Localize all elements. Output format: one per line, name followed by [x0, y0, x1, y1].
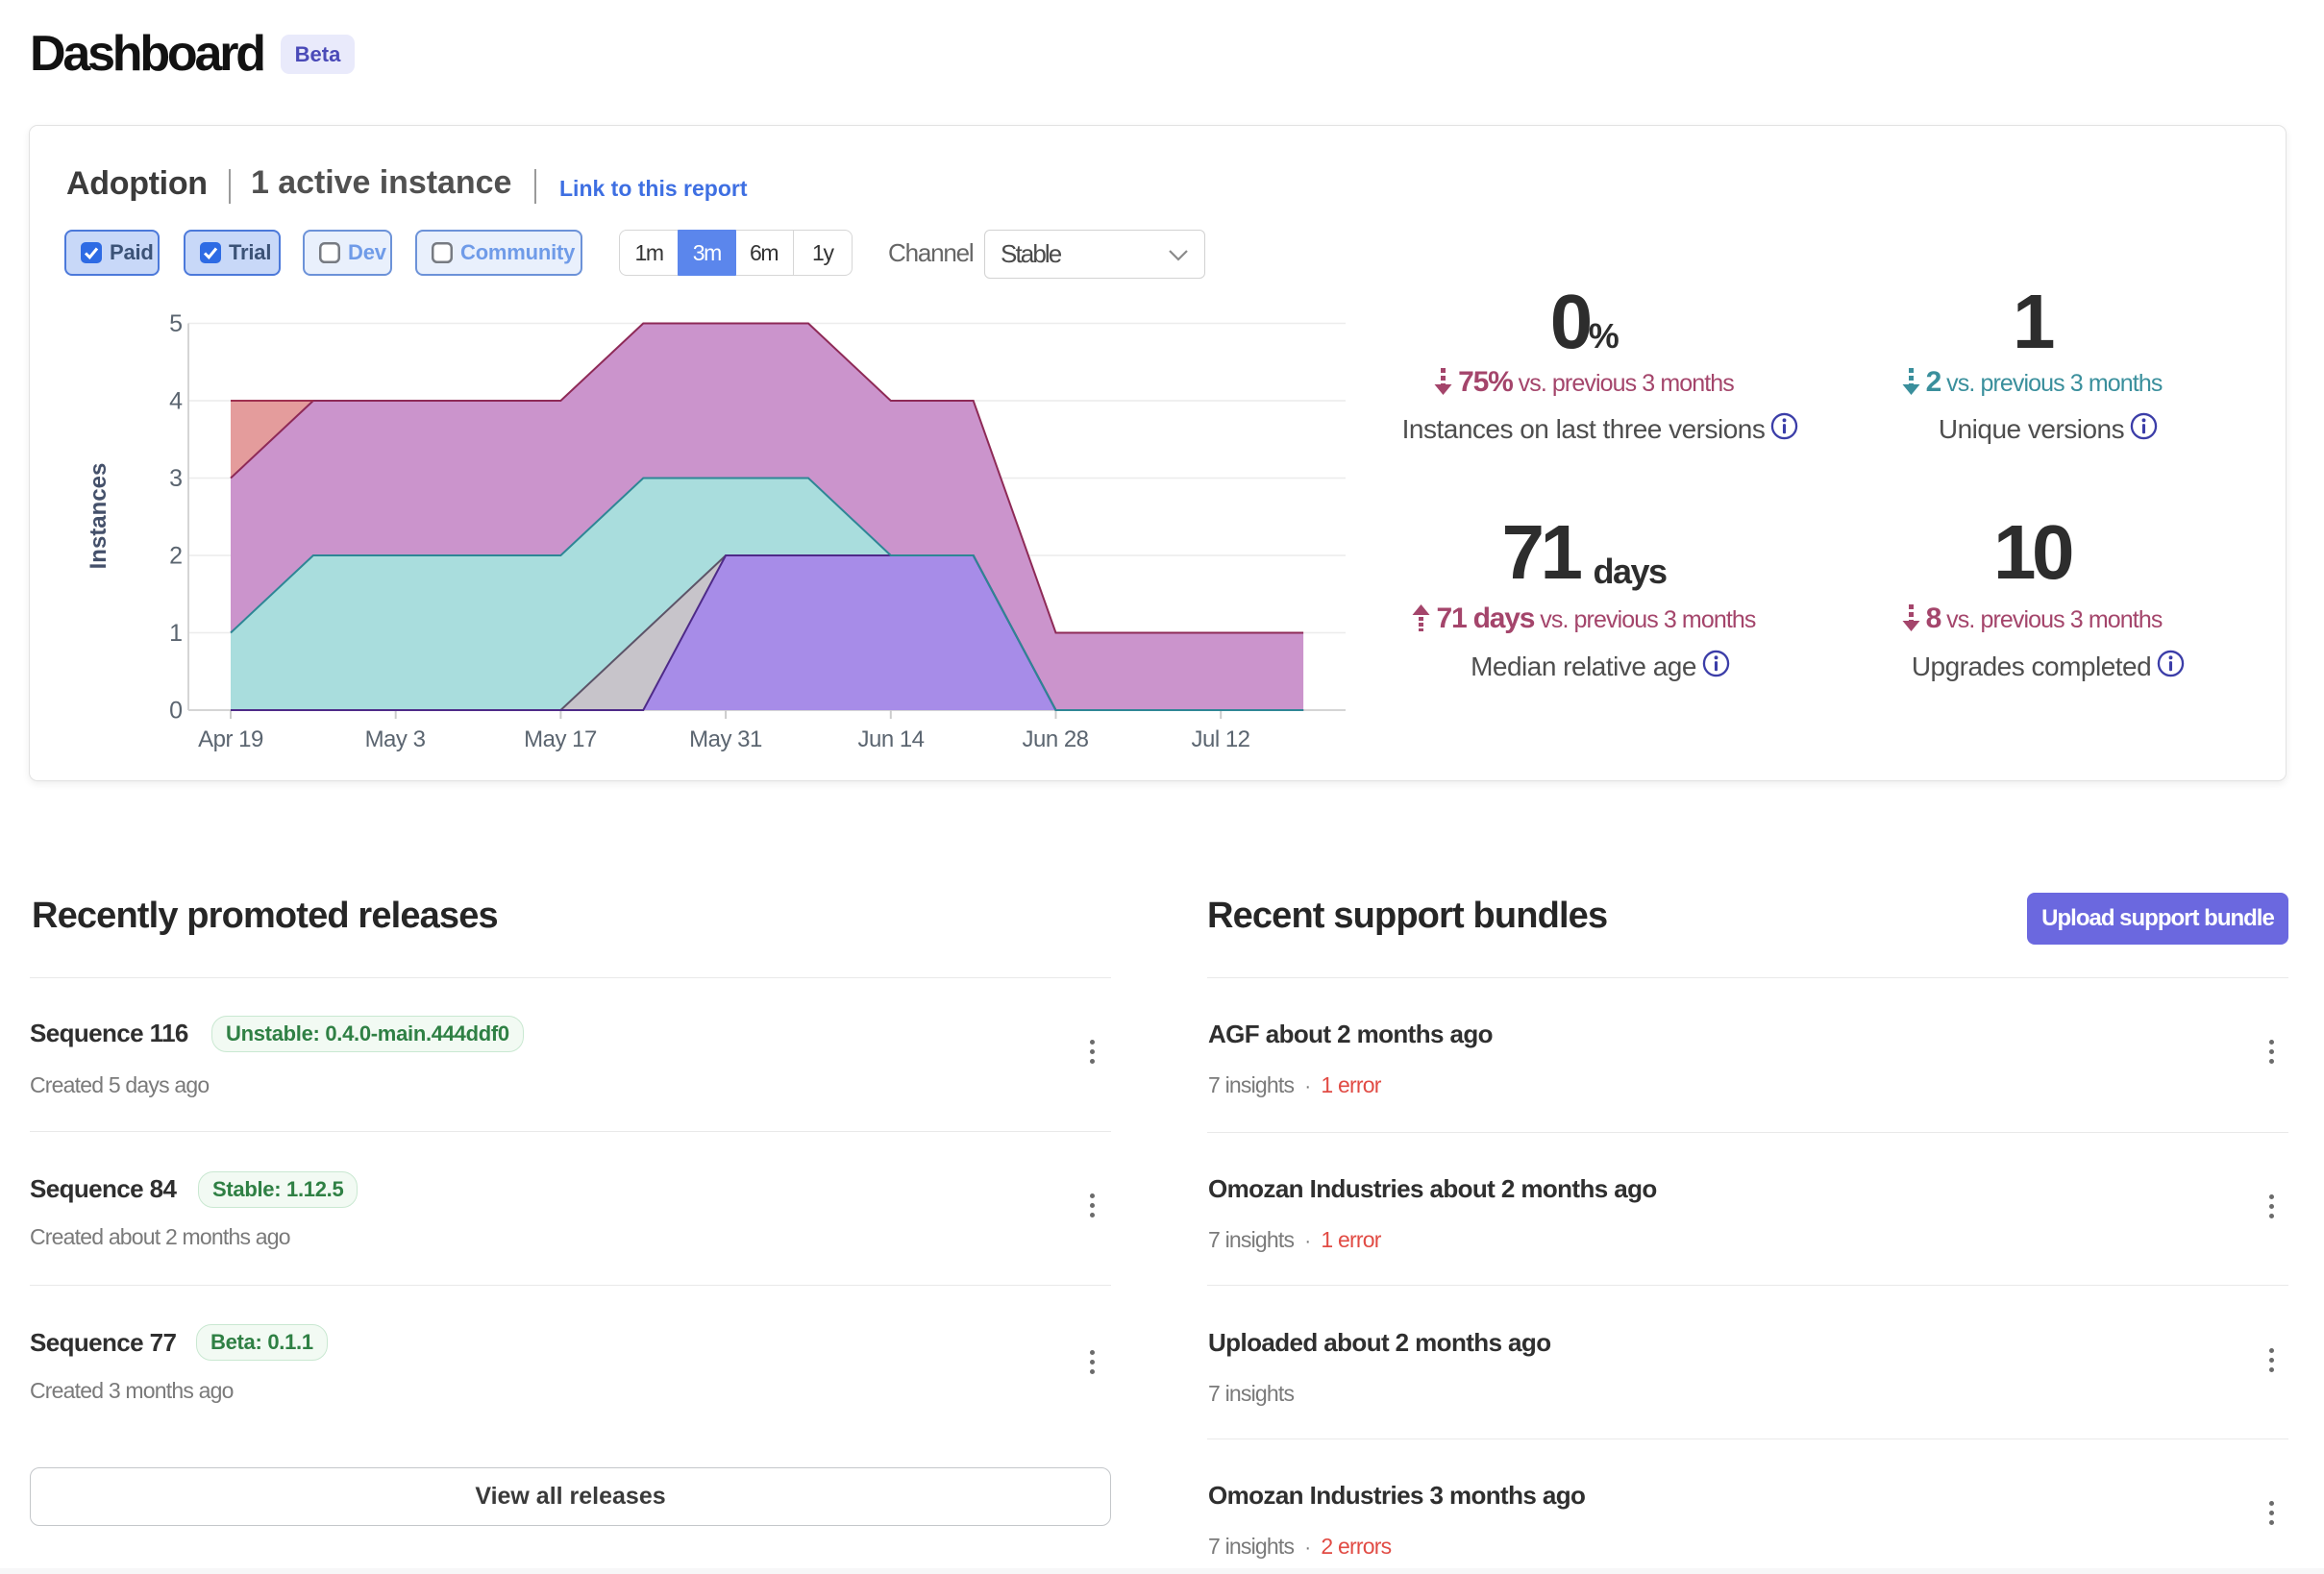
svg-text:Jun 14: Jun 14 [857, 726, 924, 752]
svg-text:Jul 12: Jul 12 [1191, 726, 1249, 752]
svg-text:Instances: Instances [86, 463, 111, 570]
svg-text:May 31: May 31 [689, 726, 762, 752]
svg-text:May 17: May 17 [524, 726, 597, 752]
svg-text:Jun 28: Jun 28 [1022, 726, 1088, 752]
svg-text:May 3: May 3 [365, 726, 426, 752]
svg-text:3: 3 [169, 465, 183, 492]
svg-text:0: 0 [169, 698, 183, 725]
svg-text:Apr 19: Apr 19 [198, 726, 263, 752]
svg-text:4: 4 [169, 388, 183, 415]
svg-text:2: 2 [169, 543, 183, 570]
svg-text:1: 1 [169, 620, 183, 647]
svg-text:5: 5 [169, 310, 183, 337]
